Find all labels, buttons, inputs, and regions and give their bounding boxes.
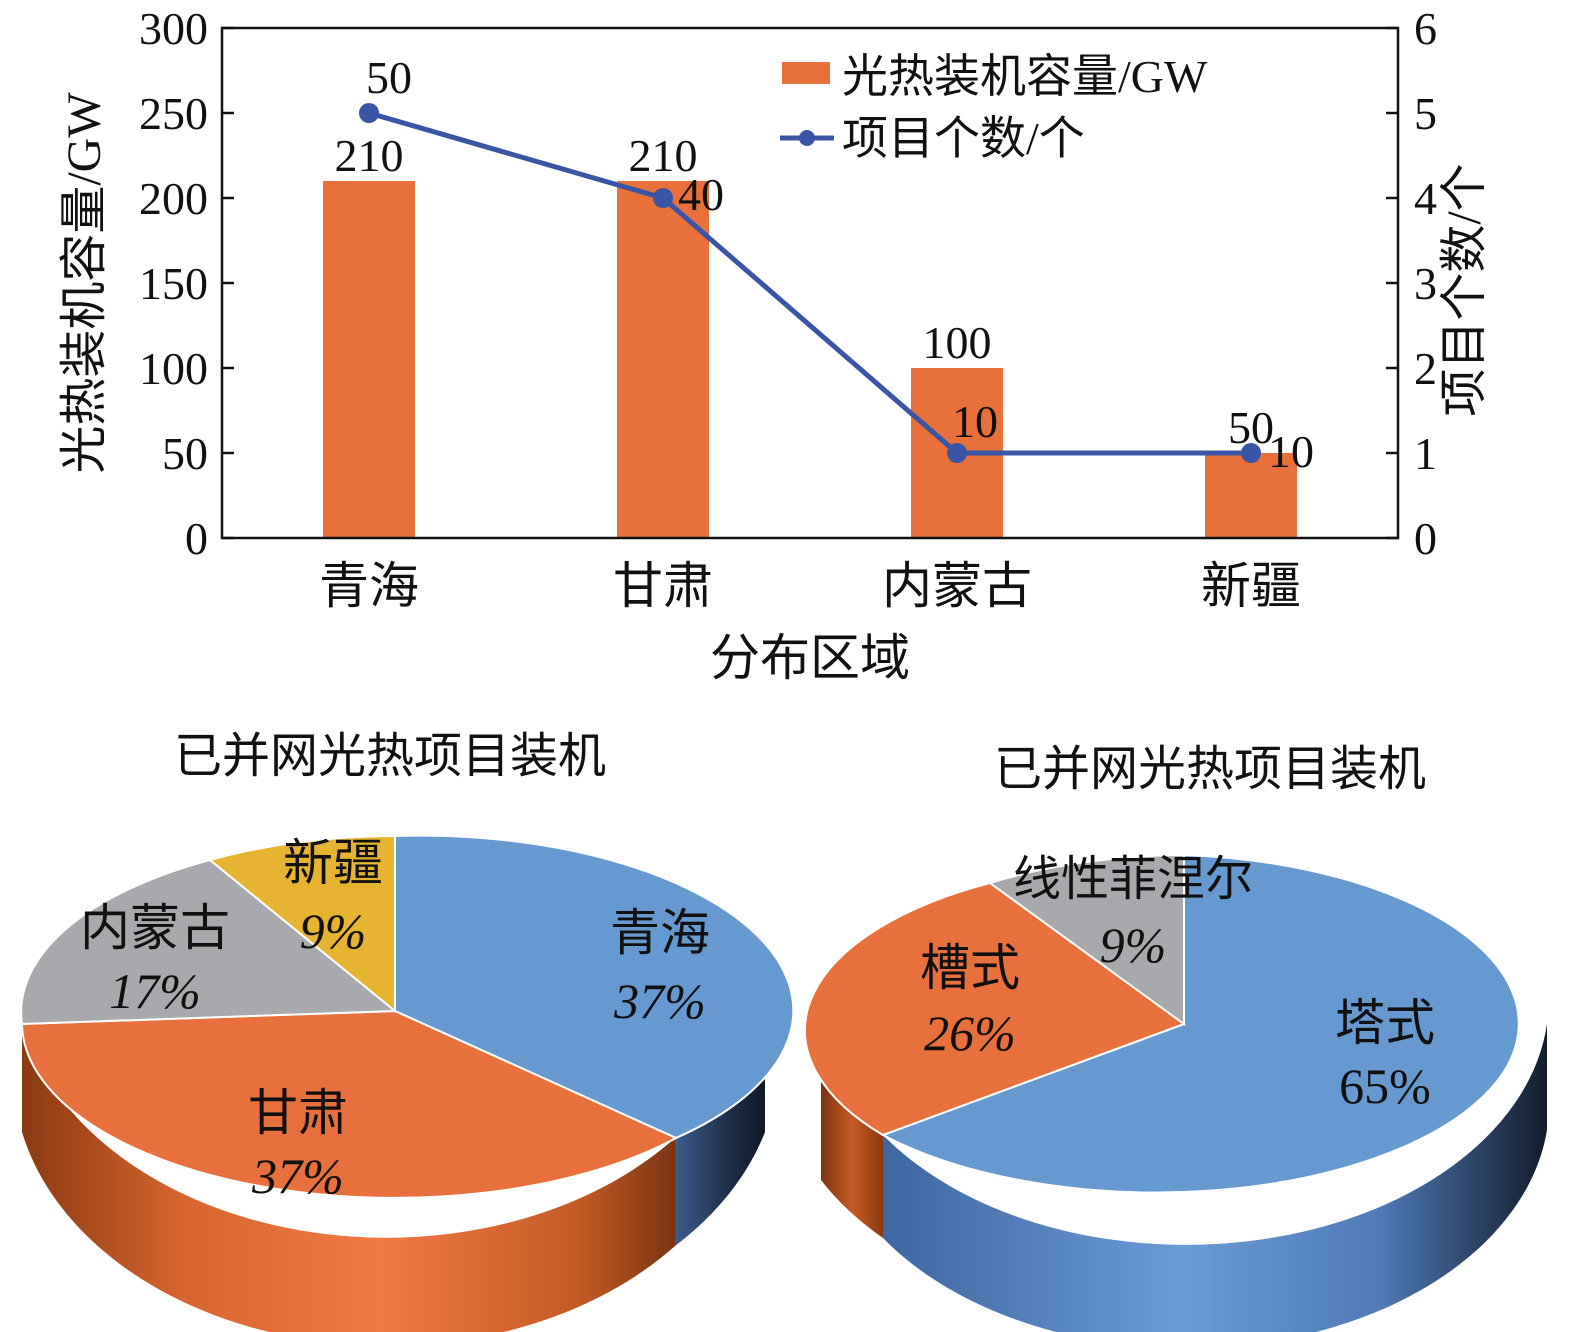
legend-line-label: 项目个数/个: [842, 113, 1085, 164]
line-point: [359, 103, 379, 123]
pie2-side-orange: [821, 1078, 883, 1238]
pie2-label-fresnel: 线性菲涅尔: [1013, 853, 1253, 906]
bar: [617, 181, 709, 538]
legend-line-marker: [799, 130, 815, 146]
pie2-slice-trough: [804, 881, 1187, 1137]
line-value-label: 40: [678, 169, 724, 220]
legend-bar-swatch: [782, 62, 830, 84]
pie1-slice-qinghai: [394, 834, 795, 1140]
bar: [323, 181, 415, 538]
pie1-label-xinjiang: 新疆: [283, 835, 383, 891]
right-tick-label: 5: [1414, 88, 1437, 139]
pie1-label-qinghai: 青海: [610, 905, 710, 961]
pie2-slice-tower: [880, 853, 1520, 1194]
x-tick-label: 新疆: [1201, 558, 1301, 614]
right-tick-label: 0: [1414, 513, 1437, 564]
line-value-labels: 50 40 10 10: [366, 52, 1314, 477]
pie-chart-regions: 已并网光热项目装机 青海 37% 甘肃 37% 内蒙古 17% 新疆 9%: [20, 730, 795, 1332]
line-point: [1241, 443, 1261, 463]
left-tick-label: 0: [185, 513, 208, 564]
bar-value-label: 210: [629, 130, 698, 181]
pie1-side-orange: [22, 1024, 675, 1332]
y-axis-title-right: 项目个数/个: [1438, 163, 1491, 416]
legend: 光热装机容量/GW 项目个数/个: [780, 51, 1208, 164]
project-count-line: [368, 110, 1251, 456]
pie2-pct-trough: 26%: [924, 1005, 1016, 1061]
pie2-title: 已并网光热项目装机: [994, 743, 1426, 796]
pie1-slice-gansu: [20, 1009, 679, 1199]
x-axis-ticks: 青海 甘肃 内蒙古 新疆: [319, 558, 1301, 614]
x-tick-label: 甘肃: [613, 558, 713, 614]
pie1-pct-xinjiang: 9%: [300, 903, 367, 959]
line-point: [653, 188, 673, 208]
left-tick-label: 300: [139, 3, 208, 54]
pie1-slice-xinjiang: [207, 834, 396, 1014]
pie1-pct-gansu: 37%: [251, 1148, 344, 1204]
pie-chart-technology: 已并网光热项目装机 塔式 65% 槽式 26% 线性菲涅尔 9%: [804, 743, 1547, 1332]
left-tick-label: 150: [139, 258, 208, 309]
left-tick-label: 200: [139, 173, 208, 224]
right-tick-label: 6: [1414, 3, 1437, 54]
left-tick-label: 250: [139, 88, 208, 139]
pie2-side-blue: [883, 1024, 1547, 1332]
line-value-label: 10: [952, 396, 998, 447]
line-value-label: 50: [366, 52, 412, 103]
right-tick-label: 3: [1414, 258, 1437, 309]
pie1-slice-neimenggu: [20, 858, 398, 1026]
pie1-pct-neimenggu: 17%: [109, 963, 201, 1019]
pie1-title: 已并网光热项目装机: [174, 730, 606, 783]
left-tick-label: 50: [162, 428, 208, 479]
bar-value-label: 100: [923, 317, 992, 368]
right-tick-label: 4: [1414, 173, 1437, 224]
bar-series: [323, 181, 1297, 538]
line-point: [947, 443, 967, 463]
pie2-slice-fresnel: [987, 853, 1185, 1026]
pie2-pct-fresnel: 9%: [1100, 917, 1167, 973]
right-axis-ticks: 0 1 2 3 4 5 6: [1386, 3, 1437, 564]
left-tick-label: 100: [139, 343, 208, 394]
pie1-label-gansu: 甘肃: [248, 1085, 348, 1141]
pie2-label-trough: 槽式: [920, 940, 1020, 996]
x-tick-label: 青海: [319, 558, 419, 614]
x-axis-title: 分布区域: [710, 630, 910, 686]
left-axis-ticks: 0 50 100 150 200 250 300: [139, 3, 234, 564]
pie2-pct-tower: 65%: [1339, 1058, 1431, 1114]
x-tick-label: 内蒙古: [882, 558, 1032, 614]
legend-bar-label: 光热装机容量/GW: [842, 51, 1208, 102]
line-value-label: 10: [1268, 426, 1314, 477]
pie1-pct-qinghai: 37%: [613, 973, 706, 1029]
y-axis-title-left: 光热装机容量/GW: [58, 92, 111, 474]
right-tick-label: 1: [1414, 428, 1437, 479]
bar: [1205, 453, 1297, 538]
line-points: [359, 103, 1261, 463]
bar-value-label: 210: [335, 130, 404, 181]
pie1-label-neimenggu: 内蒙古: [80, 900, 230, 956]
pie2-label-tower: 塔式: [1335, 995, 1435, 1051]
right-tick-label: 2: [1414, 343, 1437, 394]
